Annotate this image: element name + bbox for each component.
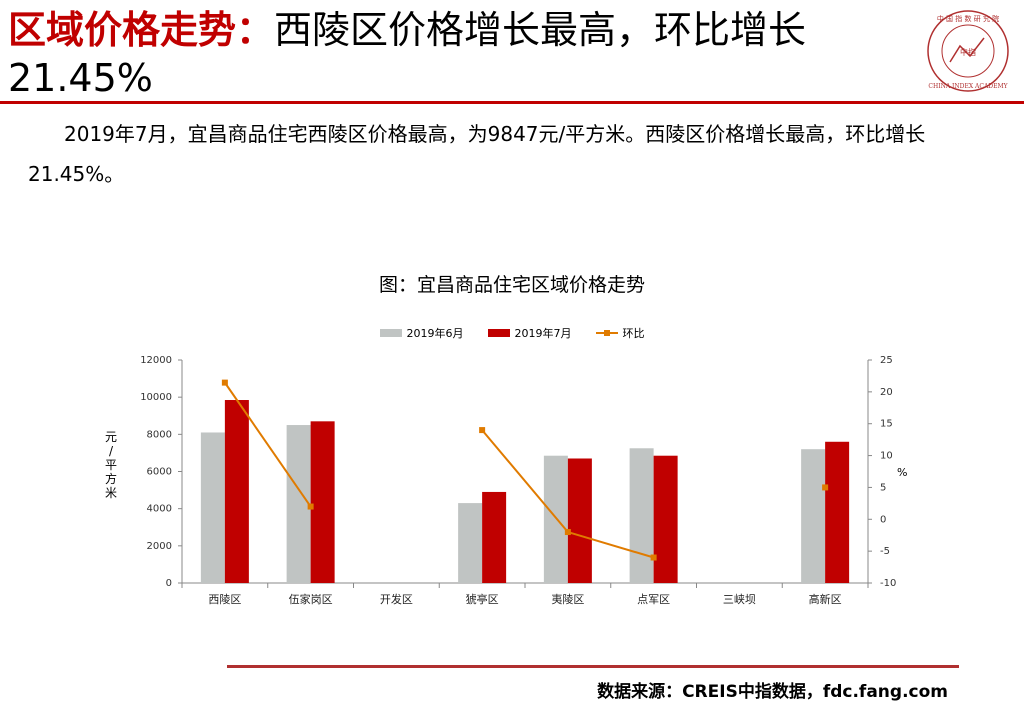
y2-tick-label: 25 — [880, 355, 893, 366]
x-tick-label: 夷陵区 — [551, 593, 584, 606]
bar-jun — [286, 425, 311, 583]
x-tick-label: 猇亭区 — [466, 592, 499, 606]
legend-item-mom: 环比 — [595, 325, 645, 341]
y-axis-title: 元 / 平方米 — [104, 430, 118, 500]
x-tick-label: 开发区 — [380, 592, 413, 606]
page-title: 区域价格走势：西陵区价格增长最高，环比增长21.45% — [8, 6, 908, 102]
x-tick-label: 点军区 — [637, 593, 670, 606]
title-divider — [0, 101, 1024, 104]
y-tick-label: 2000 — [147, 541, 172, 552]
bar-jul — [567, 458, 592, 583]
legend-item-jun: 2019年6月 — [379, 325, 464, 341]
bar-jun — [629, 448, 654, 583]
mom-point — [221, 379, 228, 386]
x-tick-label: 高新区 — [809, 592, 842, 606]
y-axis-title-char: / — [108, 444, 114, 458]
legend-swatch-mom — [595, 330, 618, 336]
y2-axis-title: % — [897, 466, 908, 479]
legend-label-jun: 2019年6月 — [406, 327, 464, 340]
y2-tick-label: -5 — [880, 546, 890, 557]
x-tick-label: 三峡坝 — [723, 592, 756, 606]
bar-jul — [310, 421, 335, 583]
bar-jul — [825, 441, 850, 583]
footer-divider — [227, 665, 959, 668]
bar-jul — [653, 455, 678, 583]
y2-tick-label: 10 — [880, 451, 893, 462]
legend-label-mom: 环比 — [622, 327, 645, 340]
y-axis-title-char: 米 — [104, 486, 117, 500]
mom-point — [307, 503, 314, 510]
bar-jun — [543, 455, 568, 583]
y-axis-title-char: 元 — [104, 430, 117, 444]
svg-text:中 国 指 数 研 究 院: 中 国 指 数 研 究 院 — [937, 14, 999, 23]
bar-jul — [224, 400, 249, 583]
bar-jun — [458, 503, 483, 583]
bar-jun — [801, 449, 826, 583]
y-tick-label: 6000 — [147, 467, 172, 478]
mom-point — [479, 427, 486, 434]
legend-label-jul: 2019年7月 — [514, 327, 572, 340]
y2-tick-label: 5 — [880, 482, 886, 493]
y-axis-title-char: 方 — [104, 472, 117, 486]
price-trend-chart: 0 2000 4000 6000 8000 10000 12000 -10 -5 0 5 10 15 20… — [140, 355, 896, 606]
description-text: 2019年7月，宜昌商品住宅西陵区价格最高，为9847元/平方米。西陵区价格增长… — [28, 122, 926, 186]
page-title-highlight: 区域价格走势： — [8, 8, 275, 52]
data-source: 数据来源：CREIS中指数据，fdc.fang.com — [597, 682, 948, 702]
mom-line — [224, 382, 312, 508]
page-title-text: 西陵区价格增长最高，环比增长21.45% — [8, 8, 807, 100]
chart-title: 图：宜昌商品住宅区域价格走势 — [378, 274, 645, 296]
y-tick-label: 10000 — [140, 392, 172, 403]
legend-swatch-jul — [487, 329, 510, 337]
svg-text:CHINA INDEX ACADEMY: CHINA INDEX ACADEMY — [928, 83, 1008, 90]
y2-tick-label: 20 — [880, 387, 893, 398]
legend-item-jul: 2019年7月 — [487, 325, 572, 341]
bar-jul — [482, 491, 507, 583]
mom-point — [650, 554, 657, 561]
y-tick-label: 4000 — [147, 504, 172, 515]
bar-jun — [200, 432, 225, 583]
y-tick-label: 12000 — [140, 355, 172, 366]
x-tick-label: 西陵区 — [208, 593, 241, 606]
y-axis-title-char: 平 — [104, 458, 117, 472]
y-tick-label: 8000 — [147, 429, 172, 440]
x-tick-label: 伍家岗区 — [289, 592, 333, 606]
chart-legend: 2019年6月 2019年7月 环比 — [0, 325, 1024, 341]
y2-tick-label: 15 — [880, 419, 893, 430]
svg-text:中指: 中指 — [960, 47, 976, 57]
mom-point — [822, 484, 829, 491]
y2-tick-label: 0 — [880, 514, 886, 525]
y-tick-label: 0 — [166, 578, 172, 589]
mom-point — [564, 529, 571, 536]
legend-swatch-jun — [379, 329, 402, 337]
academy-logo: 中 国 指 数 研 究 院 CHINA INDEX ACADEMY 中指 — [927, 10, 1009, 92]
y2-tick-label: -10 — [880, 578, 896, 589]
